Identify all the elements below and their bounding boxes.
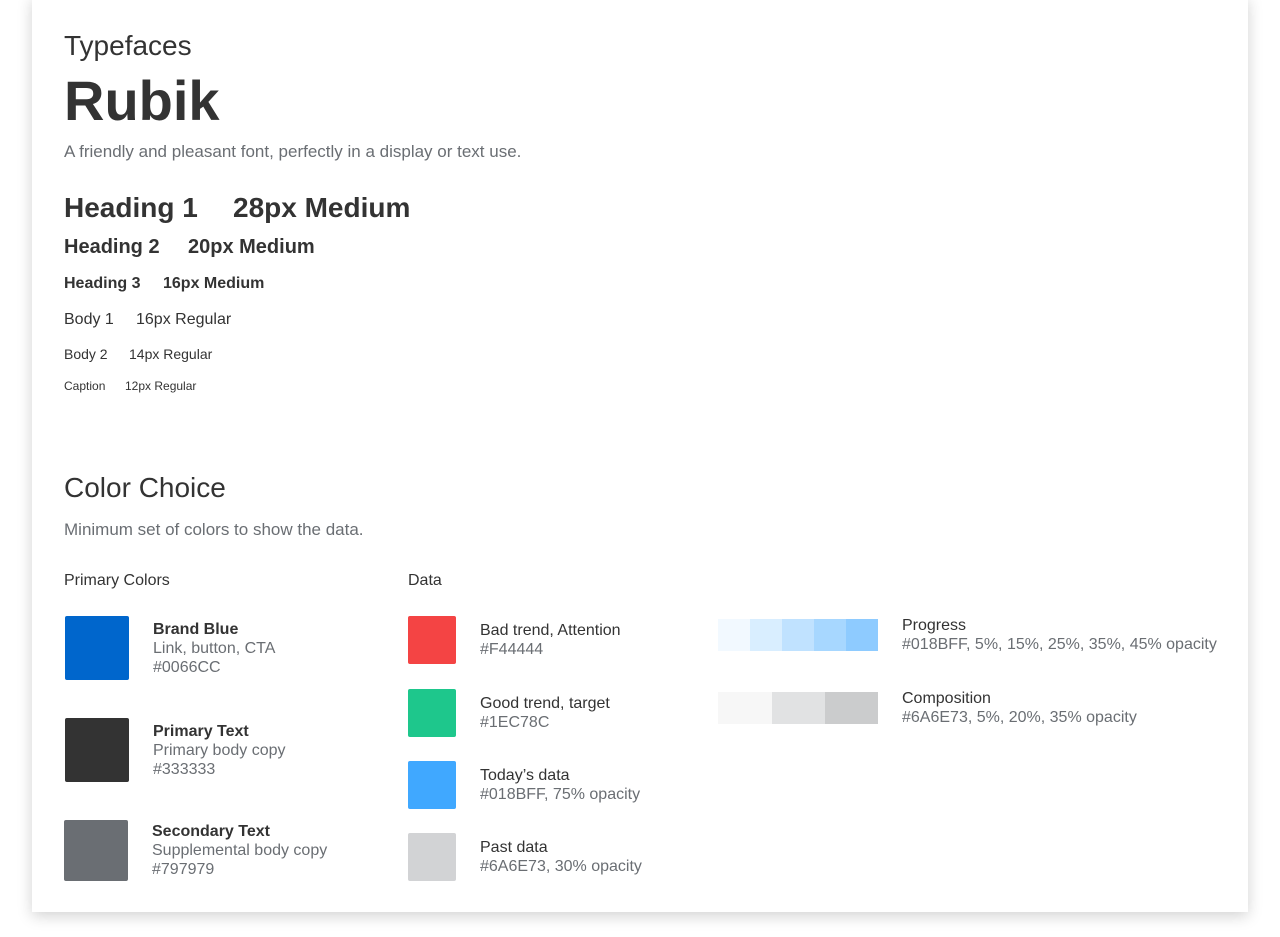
style-name-heading-3: Heading 3 <box>64 275 141 292</box>
composition-name: Composition <box>902 690 991 707</box>
todays-data-swatch <box>408 761 456 809</box>
past-data-value: #6A6E73, 30% opacity <box>480 858 642 875</box>
good-trend-swatch <box>408 689 456 737</box>
style-name-body-2: Body 2 <box>64 346 108 362</box>
past-data-name: Past data <box>480 839 548 856</box>
style-spec-heading-2: 20px Medium <box>188 236 315 258</box>
style-name-heading-2: Heading 2 <box>64 236 160 258</box>
brand-blue-name: Brand Blue <box>153 621 239 638</box>
color-choice-description: Minimum set of colors to show the data. <box>64 520 364 539</box>
progress-step <box>814 619 846 651</box>
progress-step <box>782 619 814 651</box>
primary-text-swatch <box>65 718 129 782</box>
brand-blue-value: #0066CC <box>153 659 221 676</box>
brand-blue-swatch <box>65 616 129 680</box>
style-name-body-1: Body 1 <box>64 311 114 328</box>
composition-value: #6A6E73, 5%, 20%, 35% opacity <box>902 709 1137 726</box>
secondary-text-name: Secondary Text <box>152 823 270 840</box>
progress-name: Progress <box>902 617 967 634</box>
secondary-text-value: #797979 <box>152 861 215 878</box>
composition-scale <box>718 692 878 724</box>
bad-trend-name: Bad trend, Attention <box>480 622 621 639</box>
bad-trend-value: #F44444 <box>480 641 544 658</box>
past-data-swatch <box>408 833 456 881</box>
composition-step <box>718 692 772 724</box>
font-description: A friendly and pleasant font, perfectly … <box>64 142 522 161</box>
style-name-caption: Caption <box>64 379 106 393</box>
secondary-text-usage: Supplemental body copy <box>152 842 328 859</box>
font-name: Rubik <box>64 69 220 132</box>
style-spec-body-2: 14px Regular <box>129 346 213 362</box>
style-spec-body-1: 16px Regular <box>136 311 232 328</box>
bad-trend-swatch <box>408 616 456 664</box>
progress-value: #018BFF, 5%, 15%, 25%, 35%, 45% opacity <box>902 636 1217 653</box>
color-choice-title: Color Choice <box>64 472 226 503</box>
todays-data-name: Today’s data <box>480 767 570 784</box>
data-colors-label: Data <box>408 572 442 589</box>
style-guide-card: Typefaces Rubik A friendly and pleasant … <box>32 0 1248 912</box>
style-spec-heading-3: 16px Medium <box>163 275 265 292</box>
style-spec-caption: 12px Regular <box>125 379 197 393</box>
good-trend-name: Good trend, target <box>480 695 610 712</box>
composition-step <box>772 692 825 724</box>
primary-text-value: #333333 <box>153 761 216 778</box>
progress-scale <box>718 619 878 651</box>
style-name-heading-1: Heading 1 <box>64 192 198 223</box>
typefaces-title: Typefaces <box>64 30 192 61</box>
primary-colors-label: Primary Colors <box>64 572 170 589</box>
style-spec-heading-1: 28px Medium <box>233 192 411 223</box>
composition-step <box>825 692 878 724</box>
good-trend-value: #1EC78C <box>480 714 550 731</box>
primary-text-usage: Primary body copy <box>153 742 286 759</box>
progress-step <box>846 619 878 651</box>
progress-step <box>750 619 782 651</box>
brand-blue-usage: Link, button, CTA <box>153 640 276 657</box>
primary-text-name: Primary Text <box>153 723 249 740</box>
secondary-text-swatch <box>64 820 128 881</box>
progress-step <box>718 619 750 651</box>
todays-data-value: #018BFF, 75% opacity <box>480 786 641 803</box>
